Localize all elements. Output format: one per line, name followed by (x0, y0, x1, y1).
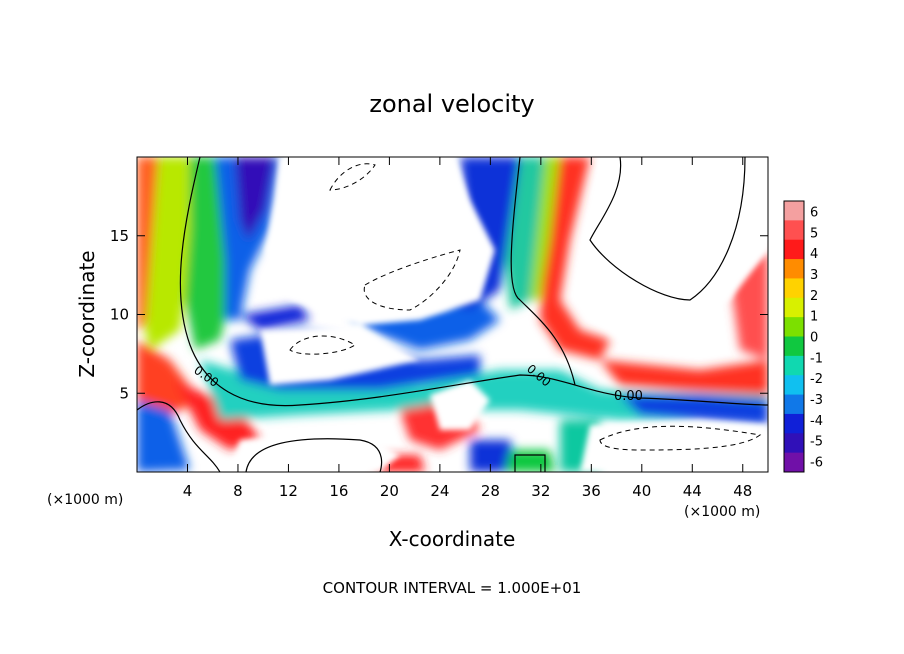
colorbar-tick-label: -6 (810, 456, 823, 471)
x-tick-label: 36 (582, 482, 601, 500)
y-axis-label: Z-coordinate (75, 250, 99, 377)
colorbar-swatch (784, 375, 804, 396)
colorbar-tick-label: 3 (810, 268, 818, 283)
colorbar-swatch (784, 317, 804, 337)
x-tick-label: 16 (329, 482, 348, 500)
x-tick-label: 32 (531, 482, 550, 500)
x-axis: 4 8 12 16 20 24 28 32 36 40 44 48 (183, 157, 752, 500)
colorbar-swatch (784, 452, 804, 473)
colorbar-tick-label: -4 (810, 414, 823, 429)
y-tick-label: 10 (110, 306, 129, 324)
x-units-right: (×1000 m) (684, 504, 760, 520)
colorbar-swatch (784, 355, 804, 376)
chart-title: zonal velocity (369, 90, 534, 118)
contour-label: 0.00 (614, 389, 643, 404)
colorbar-swatch (784, 239, 804, 260)
colorbar-swatch (784, 297, 804, 318)
y-tick-label: 5 (119, 384, 129, 402)
colorbar-frame (783, 200, 805, 473)
x-tick-label: 48 (733, 482, 752, 500)
colorbar-tick-label: 2 (810, 289, 818, 304)
colorbar-tick-label: -2 (810, 372, 823, 387)
x-tick-label: 28 (481, 482, 500, 500)
colorbar-swatch (784, 336, 804, 357)
colorbar-tick-label: 1 (810, 310, 818, 325)
x-tick-label: 12 (279, 482, 298, 500)
y-tick-label: 15 (110, 227, 129, 245)
colorbar-tick-label: -5 (810, 435, 823, 450)
colorbar-swatch (784, 394, 804, 415)
colorbar: 6 5 4 3 2 1 0 -1 -2 -3 -4 -5 -6 (783, 200, 823, 473)
colorbar-swatch (784, 220, 804, 241)
colorbar-tick-label: -3 (810, 393, 823, 408)
x-tick-label: 40 (632, 482, 651, 500)
velocity-field: 0.00 0.00 0.00 (137, 157, 768, 472)
colorbar-tick-label: 5 (810, 226, 818, 241)
colorbar-tick-label: -1 (810, 351, 823, 366)
colorbar-swatch (784, 433, 804, 454)
colorbar-swatch (784, 201, 804, 221)
x-tick-label: 44 (683, 482, 702, 500)
colorbar-swatch (784, 259, 804, 279)
x-tick-label: 24 (430, 482, 449, 500)
x-axis-label: X-coordinate (389, 527, 516, 551)
y-axis: 5 10 15 (110, 227, 768, 402)
x-tick-label: 8 (233, 482, 243, 500)
colorbar-tick-label: 0 (810, 331, 818, 346)
x-units-left: (×1000 m) (47, 492, 123, 508)
colorbar-swatch (784, 278, 804, 299)
colorbar-swatch (784, 413, 804, 434)
colorbar-tick-label: 4 (810, 247, 818, 262)
contour-interval-note: CONTOUR INTERVAL = 1.000E+01 (323, 579, 582, 597)
x-tick-label: 4 (183, 482, 193, 500)
x-tick-label: 20 (380, 482, 399, 500)
colorbar-tick-label: 6 (810, 205, 818, 220)
